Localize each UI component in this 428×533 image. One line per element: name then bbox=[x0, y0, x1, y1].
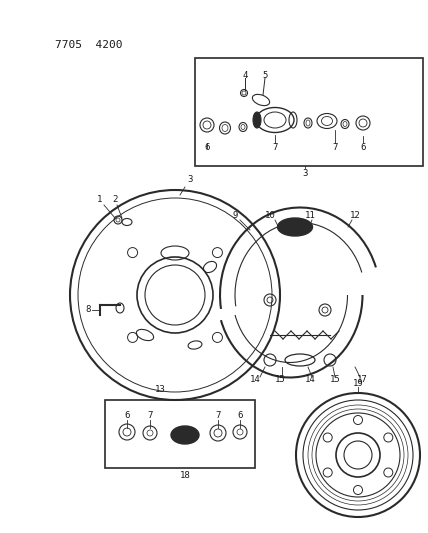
Text: 6: 6 bbox=[204, 143, 210, 152]
Text: 7: 7 bbox=[272, 143, 278, 152]
Text: 18: 18 bbox=[180, 471, 190, 480]
Ellipse shape bbox=[277, 218, 312, 236]
Text: 10: 10 bbox=[265, 211, 275, 220]
Text: 6: 6 bbox=[237, 410, 243, 419]
Text: 8: 8 bbox=[85, 305, 91, 314]
Text: 2: 2 bbox=[112, 196, 118, 205]
Text: 19: 19 bbox=[353, 378, 363, 387]
Text: 7705  4200: 7705 4200 bbox=[55, 40, 122, 50]
Text: 3: 3 bbox=[187, 175, 193, 184]
Text: 7: 7 bbox=[147, 410, 153, 419]
Text: 6: 6 bbox=[124, 410, 130, 419]
Text: 11: 11 bbox=[305, 211, 315, 220]
Ellipse shape bbox=[253, 112, 261, 128]
Text: 15: 15 bbox=[330, 376, 340, 384]
Text: 1: 1 bbox=[97, 196, 103, 205]
Text: 14: 14 bbox=[305, 376, 315, 384]
Text: 13: 13 bbox=[155, 385, 165, 394]
Bar bbox=[105, 400, 255, 468]
Bar bbox=[195, 58, 423, 166]
Text: 3: 3 bbox=[302, 168, 308, 177]
Ellipse shape bbox=[171, 426, 199, 444]
Text: 12: 12 bbox=[350, 211, 360, 220]
Text: 7: 7 bbox=[332, 143, 338, 152]
Text: 5: 5 bbox=[262, 70, 268, 79]
Text: 17: 17 bbox=[357, 376, 367, 384]
Text: 15: 15 bbox=[275, 376, 285, 384]
Text: 9: 9 bbox=[232, 211, 238, 220]
Text: 6: 6 bbox=[360, 143, 366, 152]
Text: 14: 14 bbox=[250, 376, 260, 384]
Text: 7: 7 bbox=[215, 410, 221, 419]
Text: 4: 4 bbox=[242, 70, 248, 79]
